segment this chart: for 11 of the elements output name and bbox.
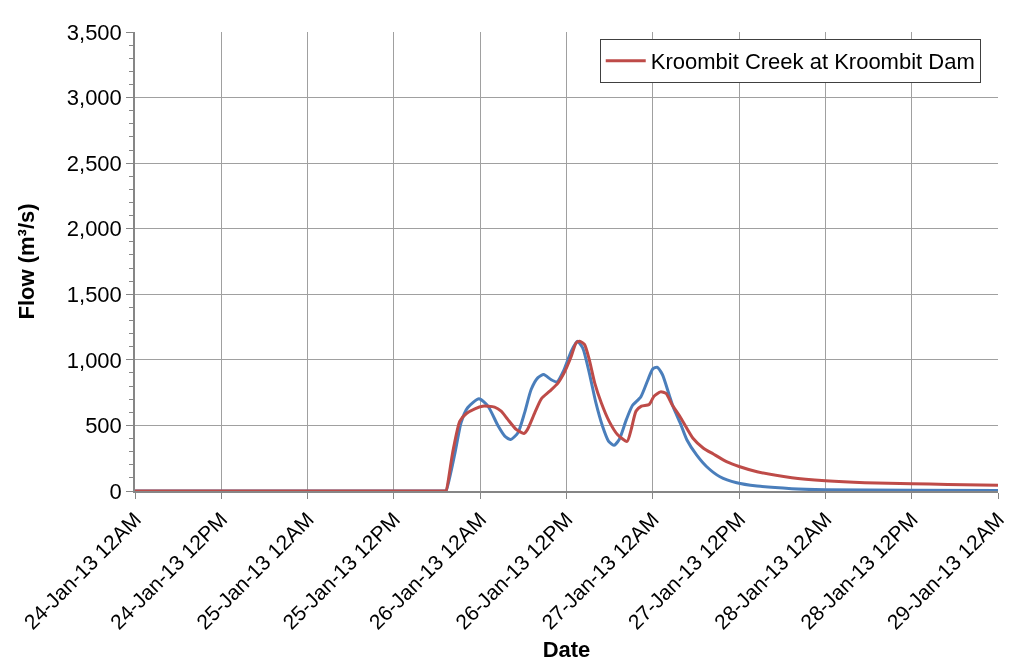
y-tick-label: 0 [109,478,122,504]
y-tick-label: 1,500 [66,281,122,307]
x-axis-title: Date [542,636,591,662]
y-tick-label: 500 [85,413,122,439]
y-tick-label: 2,500 [66,150,122,176]
y-tick-label: 3,000 [66,85,122,111]
y-tick-label: 3,500 [66,19,122,45]
y-axis-title: Flow (m³/s) [14,203,40,320]
y-tick-label: 1,000 [66,347,122,373]
legend-label: Kroombit Creek at Kroombit Dam [650,49,975,75]
y-tick-label: 2,000 [66,216,122,242]
